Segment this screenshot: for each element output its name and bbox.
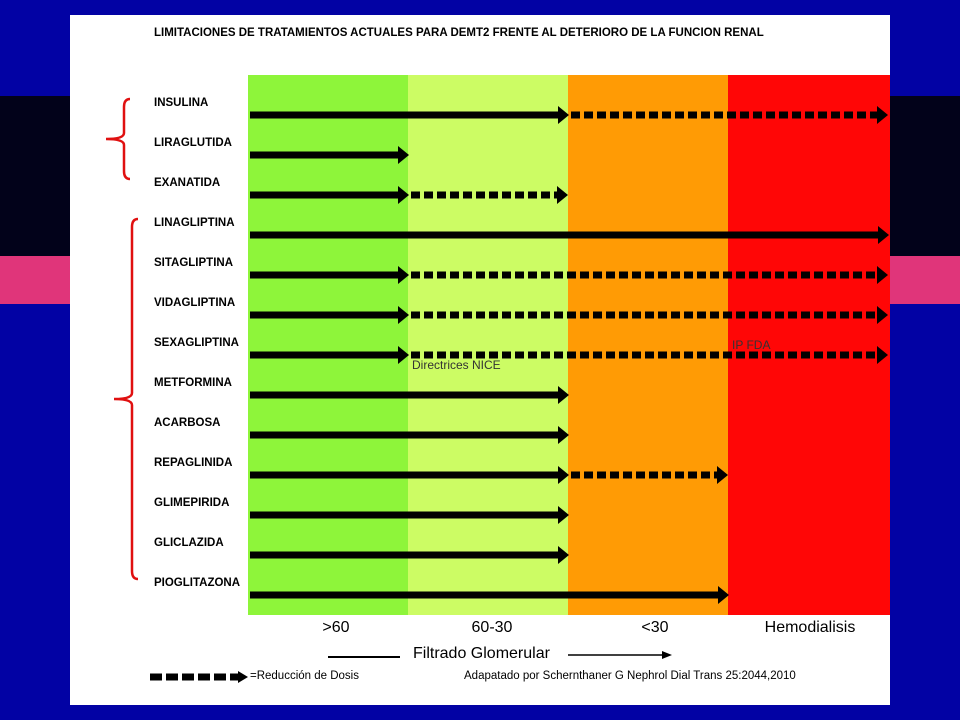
dashed-arrowhead [877,266,888,284]
drug-label: ACARBOSA [154,417,221,429]
group-brace [113,217,139,581]
zone-label-60-30: 60-30 [471,619,513,636]
drug-label: SEXAGLIPTINA [154,337,239,349]
annotation-nice: Directrices NICE [412,358,501,372]
legend-dash-arrowhead [238,671,248,683]
drug-label: SITAGLIPTINA [154,257,234,269]
dashed-arrowhead [877,306,888,324]
zone-lt30 [568,75,728,615]
solid-arrowhead [558,506,569,524]
drug-label: EXANATIDA [154,177,221,189]
solid-arrowhead [398,306,409,324]
group-brace [105,97,131,181]
drug-label: METFORMINA [154,377,232,389]
drug-label: VIDAGLIPTINA [154,297,236,309]
solid-arrowhead [558,386,569,404]
drug-label: REPAGLINIDA [154,457,233,469]
solid-arrowhead [558,426,569,444]
zone-gt60 [248,75,408,615]
zone-label-lt30: <30 [641,619,669,636]
dashed-arrowhead [717,466,728,484]
zone-hemodialisis [728,75,890,615]
slide-card: LIMITACIONES DE TRATAMIENTOS ACTUALES PA… [70,15,890,705]
solid-arrowhead [398,146,409,164]
drug-label: LINAGLIPTINA [154,217,235,229]
solid-arrowhead [398,266,409,284]
solid-arrowhead [558,546,569,564]
dashed-arrowhead [877,106,888,124]
slide-title: LIMITACIONES DE TRATAMIENTOS ACTUALES PA… [154,27,764,39]
dashed-arrowhead [557,186,568,204]
solid-arrowhead [878,226,889,244]
zone-label-gt60: >60 [322,619,350,636]
drug-label: GLIMEPIRIDA [154,497,230,509]
drug-label: GLICLAZIDA [154,537,224,549]
annotation-fda: IP FDA [732,338,771,352]
axis-title: Filtrado Glomerular [413,645,550,662]
axis-arrowhead [662,651,672,659]
drug-label: INSULINA [154,97,209,109]
zone-label-hemodialisis: Hemodialisis [764,619,856,636]
legend-text: =Reducción de Dosis [250,670,359,682]
drug-label: PIOGLITAZONA [154,577,241,589]
solid-arrowhead [398,186,409,204]
solid-arrowhead [718,586,729,604]
source-citation: Adapatado por Schernthaner G Nephrol Dia… [464,670,796,682]
solid-arrowhead [398,346,409,364]
zone-60-30 [408,75,568,615]
solid-arrowhead [558,466,569,484]
dashed-arrowhead [877,346,888,364]
drug-label: LIRAGLUTIDA [154,137,232,149]
solid-arrowhead [558,106,569,124]
